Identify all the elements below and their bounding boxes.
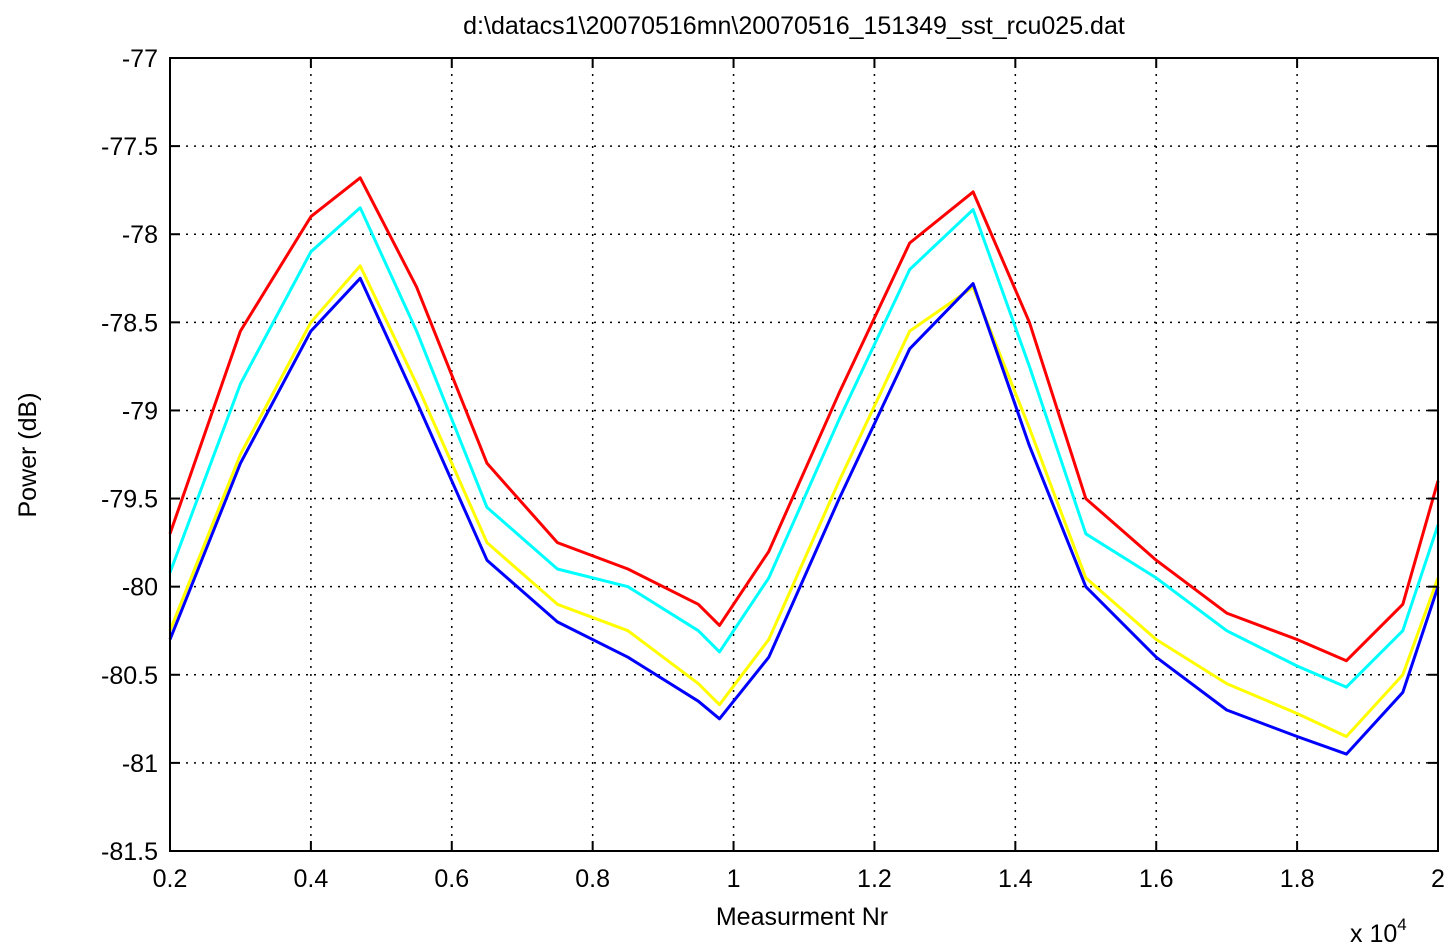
y-tick-label: -79	[122, 397, 158, 425]
x-tick-label: 0.4	[294, 865, 329, 893]
axis-ticks	[169, 57, 1439, 852]
y-axis-label: Power (dB)	[14, 392, 42, 517]
x-tick-label: 1.2	[857, 865, 892, 893]
x-axis-label: Measurment Nr	[716, 903, 888, 931]
y-tick-label: -77.5	[101, 133, 158, 161]
grid-lines	[170, 58, 1438, 851]
x-tick-label: 1.4	[998, 865, 1033, 893]
series-line-1	[168, 176, 1440, 663]
x-tick-label: 0.8	[575, 865, 610, 893]
series-line-3	[168, 264, 1440, 738]
series-line-4	[168, 276, 1440, 756]
x-tick-label: 0.6	[434, 865, 469, 893]
x-tick-labels: 0.2 0.4 0.6 0.8 1 1.2 1.4 1.6 1.8 2	[153, 865, 1445, 893]
x-tick-label: 1.6	[1139, 865, 1174, 893]
x-tick-label: 1	[727, 865, 741, 893]
y-tick-label: -78	[122, 221, 158, 249]
y-tick-label: -79.5	[101, 486, 158, 514]
x-multiplier-base: x 10	[1350, 920, 1397, 945]
y-tick-label: -81.5	[101, 838, 158, 866]
x-tick-label: 1.8	[1280, 865, 1315, 893]
series-line-2	[168, 206, 1440, 689]
y-tick-label: -78.5	[101, 309, 158, 337]
y-tick-labels: -77 -77.5 -78 -78.5 -79 -79.5 -80 -80.5 -81 -81.5	[101, 45, 158, 866]
x-multiplier-exponent: 4	[1397, 915, 1406, 934]
y-tick-label: -81	[122, 750, 158, 778]
y-tick-label: -77	[122, 45, 158, 73]
x-tick-label: 2	[1431, 865, 1445, 893]
chart-title: d:\datacs1\20070516mn\20070516_151349_ss…	[463, 12, 1125, 40]
y-tick-label: -80.5	[101, 662, 158, 690]
series-lines	[168, 176, 1440, 756]
plot-area-frame	[169, 57, 1439, 852]
x-axis-multiplier: x 104	[1350, 915, 1407, 945]
x-tick-label: 0.2	[153, 865, 188, 893]
y-tick-label: -80	[122, 574, 158, 602]
